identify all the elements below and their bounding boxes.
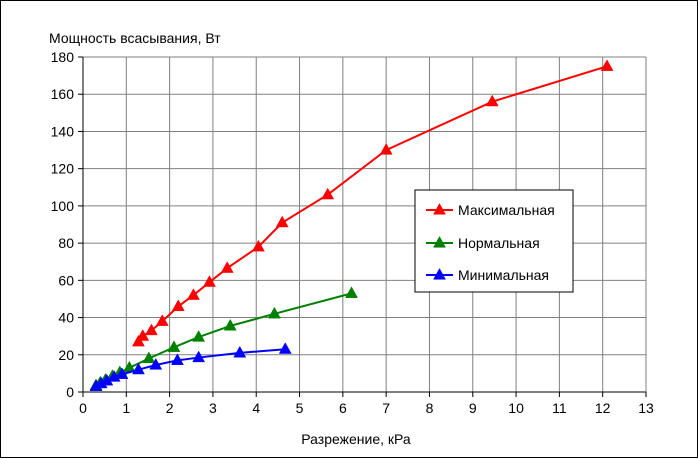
legend-marker: [433, 236, 446, 248]
data-point-marker: [278, 342, 292, 354]
x-tick-label: 8: [426, 400, 434, 416]
grid-lines: [83, 56, 647, 392]
data-point-marker: [167, 340, 181, 352]
data-point-marker: [132, 362, 145, 375]
data-point-marker: [233, 345, 247, 358]
data-point-marker: [220, 261, 234, 273]
data-point-marker: [321, 187, 335, 200]
series-3: [89, 342, 292, 391]
x-tick-label: 11: [552, 400, 567, 416]
data-point-marker: [170, 353, 184, 365]
data-point-marker: [145, 323, 158, 336]
legend-entry-label: Минимальная: [458, 267, 549, 283]
y-axis-label: Мощность всасывания, Вт: [49, 30, 221, 46]
x-tick-label: 1: [122, 400, 130, 416]
x-tick-label: 10: [508, 400, 524, 416]
data-point-marker: [115, 367, 129, 379]
x-tick-labels: 0 1 2 3 4 5 6 7 8 9 10 11 12 13: [79, 400, 654, 416]
x-tick-label: 5: [296, 400, 304, 416]
x-tick-label: 6: [339, 400, 347, 416]
data-point-marker: [251, 239, 265, 252]
data-point-marker: [379, 143, 393, 155]
x-tick-label: 2: [166, 400, 174, 416]
x-tick-label: 3: [209, 400, 217, 416]
data-point-marker: [345, 286, 358, 298]
data-point-marker: [149, 358, 163, 370]
data-point-marker: [187, 288, 200, 300]
y-tick-label: 180: [51, 49, 75, 65]
y-tick-label: 160: [51, 86, 75, 102]
x-tick-label: 13: [638, 400, 654, 416]
y-tick-label: 0: [66, 384, 74, 400]
legend-marker: [433, 203, 446, 215]
y-tick-label: 120: [51, 161, 75, 177]
x-tick-label: 12: [595, 400, 611, 416]
data-point-marker: [171, 299, 185, 311]
data-point-marker: [203, 275, 216, 287]
x-axis-label: Разрежение, кРа: [301, 431, 411, 447]
data-point-marker: [192, 350, 206, 363]
y-tick-label: 80: [58, 235, 74, 251]
y-tick-label: 40: [58, 310, 74, 326]
legend-entry-label: Максимальная: [458, 202, 555, 218]
data-point-marker: [275, 215, 289, 228]
data-point-marker: [600, 59, 614, 71]
legend-marker: [433, 268, 446, 280]
y-tick-label: 60: [58, 272, 74, 288]
y-tick-label: 140: [51, 123, 75, 139]
x-tick-label: 7: [382, 400, 390, 416]
data-point-marker: [155, 314, 169, 326]
y-tick-label: 20: [58, 347, 74, 363]
series-1: [132, 59, 614, 347]
axes: [78, 56, 647, 397]
series-2: [89, 286, 358, 391]
data-point-marker: [223, 318, 237, 331]
x-tick-label: 0: [79, 400, 87, 416]
data-point-marker: [192, 330, 206, 342]
x-tick-label: 4: [252, 400, 260, 416]
x-tick-label: 9: [469, 400, 477, 416]
y-tick-label: 100: [51, 198, 75, 214]
data-point-marker: [142, 351, 156, 364]
legend: Максимальная Нормальная Минимальная: [414, 189, 574, 293]
series-group: [89, 59, 614, 391]
y-tick-labels: 0 20 40 60 80 100 120 140 160 180: [51, 49, 75, 400]
legend-entry-label: Нормальная: [458, 235, 540, 251]
data-point-marker: [267, 306, 281, 319]
data-point-marker: [485, 94, 499, 107]
